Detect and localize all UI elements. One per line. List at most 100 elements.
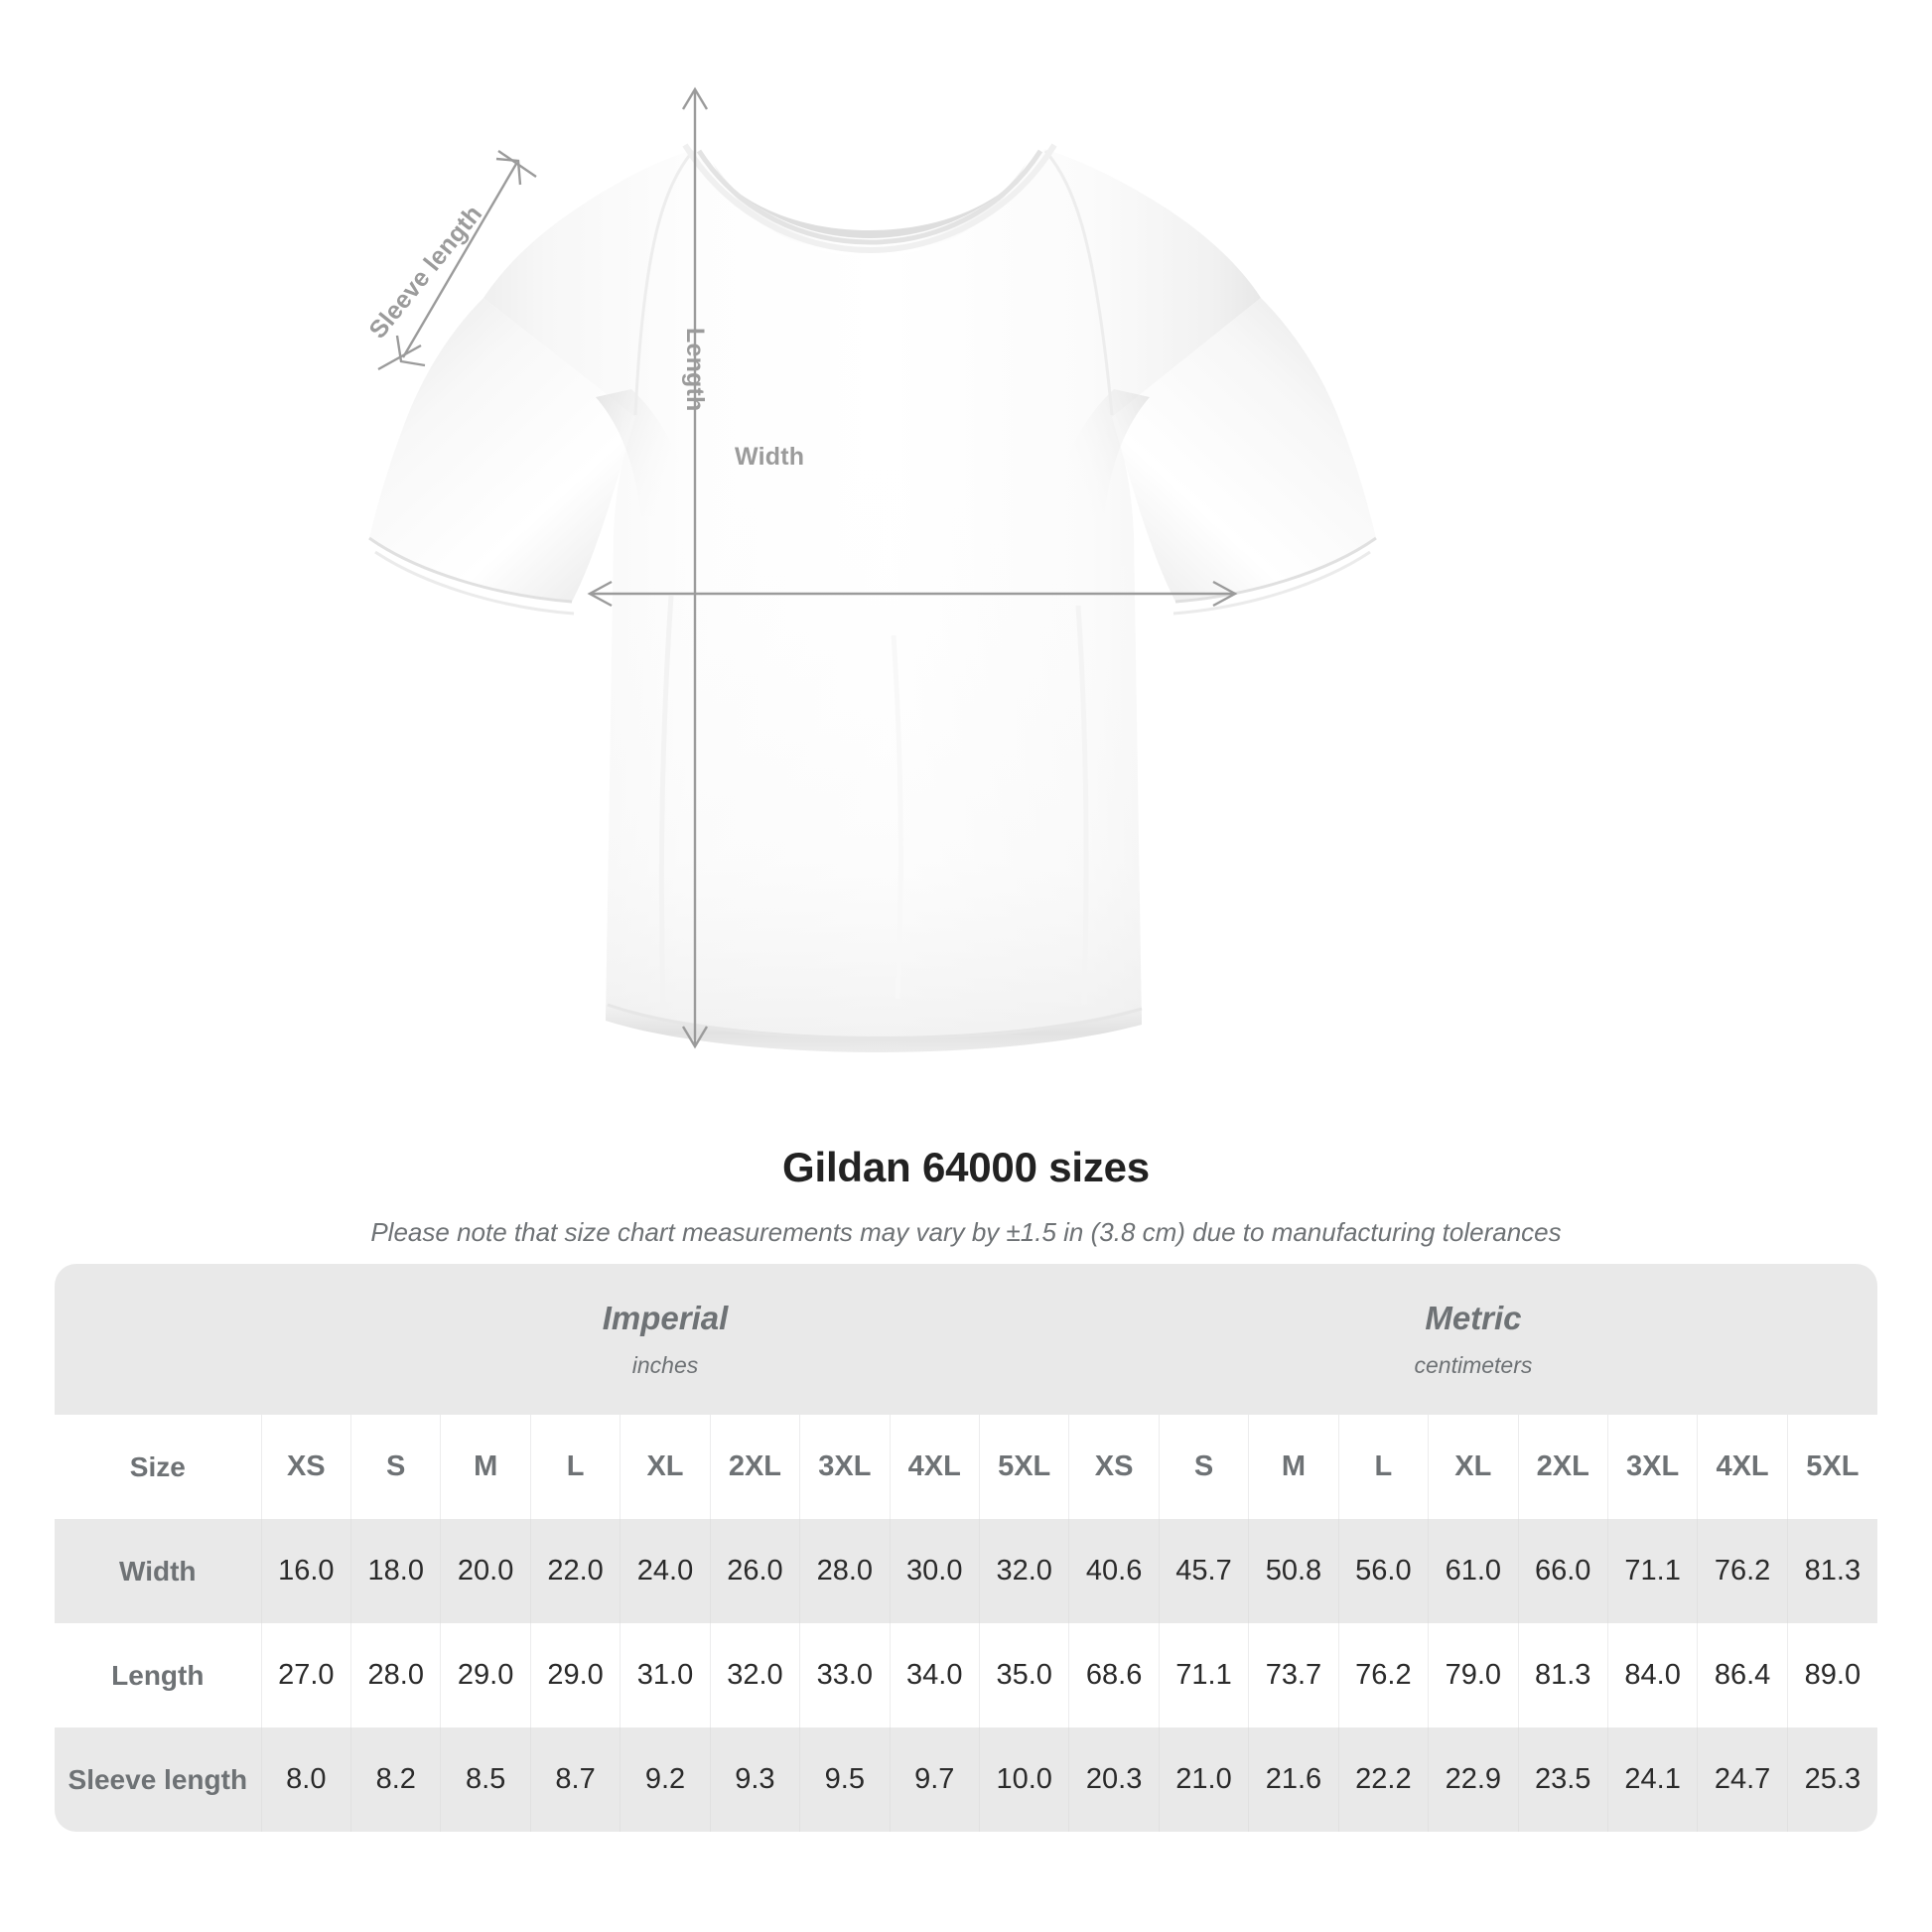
row-label-length: Length (55, 1623, 262, 1727)
size-header-cell: L (529, 1415, 621, 1519)
table-cell: 68.6 (1068, 1623, 1160, 1727)
tshirt-body-shading (606, 417, 1142, 1052)
table-cell: 71.1 (1606, 1519, 1698, 1623)
length-dimension-line (681, 86, 709, 1049)
table-cell: 61.0 (1428, 1519, 1518, 1623)
table-cell: 32.0 (709, 1623, 800, 1727)
table-cell: 79.0 (1428, 1623, 1518, 1727)
table-cell: 33.0 (799, 1623, 891, 1727)
size-header-cell: 4XL (889, 1415, 980, 1519)
unit-section-metric: Metric centimeters (1068, 1264, 1877, 1415)
table-cell: 8.7 (529, 1727, 621, 1832)
tshirt-fold-left (658, 595, 674, 1004)
tshirt-right-shoulder-seam (1043, 150, 1114, 416)
size-header-cell: 5XL (978, 1415, 1069, 1519)
table-cell: 21.6 (1248, 1727, 1339, 1832)
size-header-cell: M (1248, 1415, 1339, 1519)
size-header-label: Size (55, 1415, 262, 1519)
table-cell: 22.0 (529, 1519, 621, 1623)
table-cell: 45.7 (1158, 1519, 1249, 1623)
table-cell: 28.0 (799, 1519, 891, 1623)
table-cell: 9.7 (889, 1727, 980, 1832)
table-cell: 9.5 (799, 1727, 891, 1832)
table-row: Length 27.0 28.0 29.0 29.0 31.0 32.0 33.… (55, 1623, 1877, 1727)
table-cell: 50.8 (1248, 1519, 1339, 1623)
tshirt-bottom-hem (606, 1003, 1142, 1052)
table-cell: 71.1 (1158, 1623, 1249, 1727)
unit-section-metric-name: Metric (1425, 1300, 1522, 1337)
table-cell: 22.9 (1428, 1727, 1518, 1832)
size-header-cell: 5XL (1786, 1415, 1877, 1519)
size-chart-table: Imperial inches Metric centimeters Size … (55, 1264, 1877, 1832)
size-header-cell: 2XL (709, 1415, 800, 1519)
table-cell: 73.7 (1248, 1623, 1339, 1727)
tshirt-left-sleeve-hem-inner (374, 550, 575, 616)
size-header-cell: S (1158, 1415, 1249, 1519)
size-header-cell: 2XL (1517, 1415, 1608, 1519)
table-cell: 21.0 (1158, 1727, 1249, 1832)
table-cell: 23.5 (1517, 1727, 1608, 1832)
size-header-cell: L (1337, 1415, 1429, 1519)
size-header-cell: M (440, 1415, 531, 1519)
table-row: Sleeve length 8.0 8.2 8.5 8.7 9.2 9.3 9.… (55, 1727, 1877, 1832)
tshirt-neck-opening (701, 155, 1038, 238)
tshirt-left-sleeve-hem (368, 536, 573, 604)
table-cell: 8.2 (350, 1727, 441, 1832)
tshirt-illustration: Length Width Sleeve length (363, 86, 1377, 1052)
table-cell: 81.3 (1786, 1519, 1877, 1623)
table-cell: 31.0 (620, 1623, 711, 1727)
page-title: Gildan 64000 sizes (782, 1144, 1150, 1190)
table-cell: 29.0 (440, 1623, 531, 1727)
unit-section-metric-unit: centimeters (1414, 1351, 1533, 1378)
table-cell: 89.0 (1786, 1623, 1877, 1727)
tshirt-bottom-hem-line (607, 1003, 1143, 1040)
table-cell: 24.7 (1697, 1727, 1788, 1832)
size-header-cell: 4XL (1697, 1415, 1788, 1519)
row-label-width: Width (55, 1519, 262, 1623)
sleeve-length-dimension-line (377, 150, 537, 371)
tshirt-right-armpit-shadow (1050, 389, 1150, 516)
unit-header-spacer (55, 1264, 262, 1415)
table-cell: 35.0 (978, 1623, 1069, 1727)
size-header-cell: S (350, 1415, 441, 1519)
unit-section-imperial-unit: inches (631, 1351, 699, 1378)
tshirt-collar-rib (696, 149, 1043, 245)
tshirt-right-sleeve-hem (1174, 536, 1377, 604)
size-header-cell: 3XL (799, 1415, 891, 1519)
size-chart-panel: Imperial inches Metric centimeters Size … (55, 1264, 1877, 1832)
size-header-cell: 3XL (1606, 1415, 1698, 1519)
table-cell: 22.2 (1337, 1727, 1429, 1832)
unit-section-imperial: Imperial inches (261, 1264, 1069, 1415)
tshirt-collar-rib-outer (682, 143, 1057, 254)
table-cell: 86.4 (1697, 1623, 1788, 1727)
unit-header-row: Imperial inches Metric centimeters (55, 1264, 1877, 1415)
table-cell: 24.0 (620, 1519, 711, 1623)
table-cell: 20.3 (1068, 1727, 1160, 1832)
table-cell: 56.0 (1337, 1519, 1429, 1623)
size-header-cell: XS (260, 1415, 351, 1519)
table-cell: 27.0 (260, 1623, 351, 1727)
tolerance-note: Please note that size chart measurements… (370, 1217, 1562, 1247)
table-cell: 34.0 (889, 1623, 980, 1727)
table-cell: 18.0 (350, 1519, 441, 1623)
table-cell: 25.3 (1786, 1727, 1877, 1832)
size-header-cell: XL (620, 1415, 711, 1519)
title-block: Gildan 64000 sizes Please note that size… (0, 1144, 1932, 1248)
tshirt-right-sleeve-hem-inner (1173, 550, 1371, 616)
table-cell: 66.0 (1517, 1519, 1608, 1623)
width-dimension-line (587, 580, 1238, 608)
tshirt-right-sleeve (1112, 298, 1376, 602)
sleeve-tick-upper (497, 150, 537, 178)
width-label: Width (735, 443, 805, 471)
table-cell: 76.2 (1697, 1519, 1788, 1623)
table-cell: 20.0 (440, 1519, 531, 1623)
table-cell: 29.0 (529, 1623, 621, 1727)
table-cell: 10.0 (978, 1727, 1069, 1832)
table-cell: 8.5 (440, 1727, 531, 1832)
row-label-sleeve-length: Sleeve length (55, 1727, 262, 1832)
tshirt-garment (368, 143, 1377, 1052)
size-header-cell: XS (1068, 1415, 1160, 1519)
table-cell: 8.0 (260, 1727, 351, 1832)
table-cell: 84.0 (1606, 1623, 1698, 1727)
